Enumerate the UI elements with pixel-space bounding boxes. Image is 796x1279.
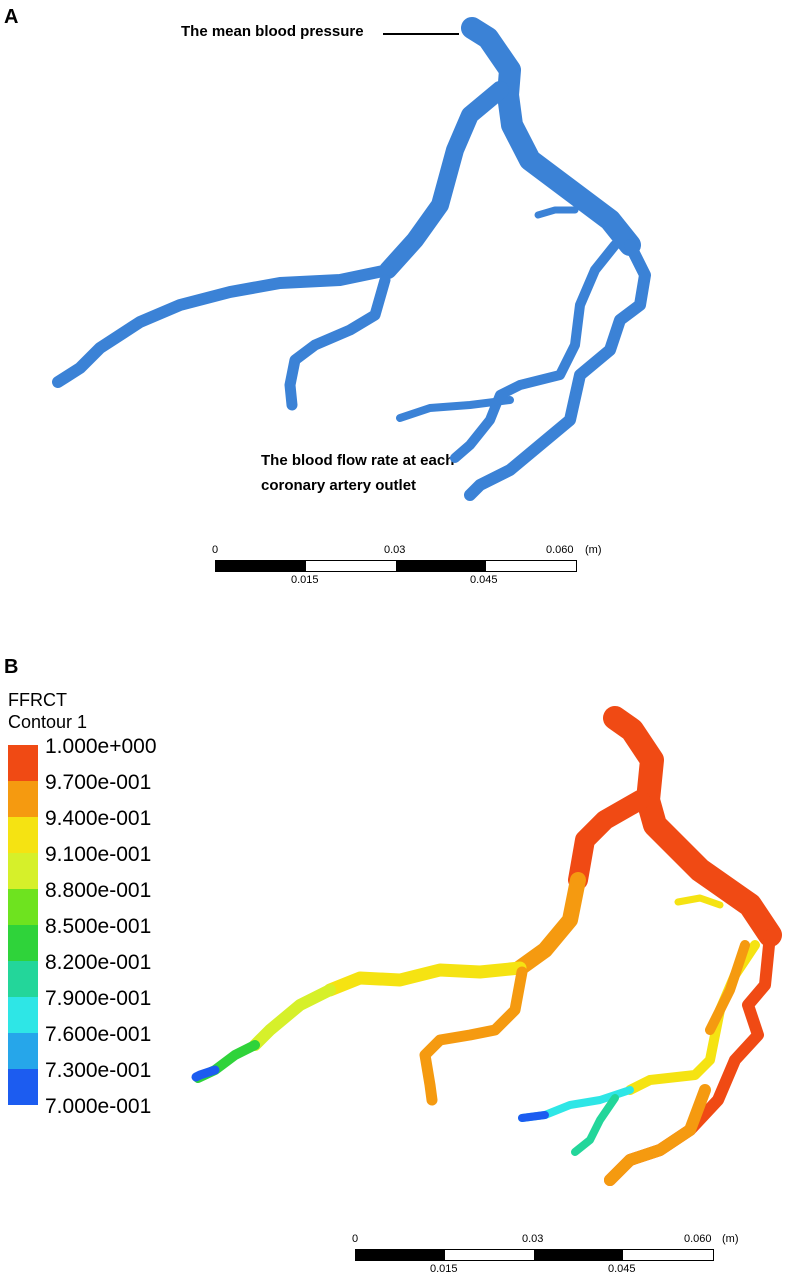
scale-a-tick-0: 0 xyxy=(212,544,219,556)
scale-bar-a xyxy=(215,560,577,572)
legend-label: 8.800e-001 xyxy=(45,879,152,902)
flow-annotation-line1: The blood flow rate at each xyxy=(261,452,455,469)
scale-b-tick-003: 0.03 xyxy=(522,1233,544,1245)
scale-b-tick-0060: 0.060 xyxy=(684,1233,712,1245)
flow-annotation-line2: coronary artery outlet xyxy=(261,477,417,494)
legend-label: 9.700e-001 xyxy=(45,771,152,794)
legend-swatch xyxy=(8,925,38,961)
legend-label: 9.100e-001 xyxy=(45,843,152,866)
legend-swatch xyxy=(8,817,38,853)
legend-swatch xyxy=(8,961,38,997)
scale-b-tick-0045: 0.045 xyxy=(608,1263,636,1275)
panel-b-letter: B xyxy=(4,656,19,678)
legend-swatch xyxy=(8,889,38,925)
legend-title: FFRCT xyxy=(8,690,67,710)
legend-label: 7.300e-001 xyxy=(45,1059,152,1082)
legend-label: 9.400e-001 xyxy=(45,807,152,830)
legend-swatch xyxy=(8,1069,38,1105)
legend-swatch xyxy=(8,1033,38,1069)
legend-subtitle: Contour 1 xyxy=(8,712,88,732)
legend-label: 7.000e-001 xyxy=(45,1095,152,1118)
legend-label: 8.200e-001 xyxy=(45,951,152,974)
legend-swatch xyxy=(8,853,38,889)
scale-bar-b xyxy=(355,1249,714,1261)
scale-a-unit: (m) xyxy=(585,544,602,556)
scale-b-unit: (m) xyxy=(722,1233,739,1245)
scale-a-tick-0045: 0.045 xyxy=(470,574,498,586)
scale-b-tick-0015: 0.015 xyxy=(430,1263,458,1275)
legend-label: 1.000e+000 xyxy=(45,735,157,758)
panel-a-letter: A xyxy=(4,6,19,28)
legend-swatch xyxy=(8,997,38,1033)
scale-a-tick-0060: 0.060 xyxy=(546,544,574,556)
scale-a-tick-003: 0.03 xyxy=(384,544,406,556)
legend-label: 7.900e-001 xyxy=(45,987,152,1010)
legend-swatch xyxy=(8,781,38,817)
legend-colorbar xyxy=(8,745,38,1105)
scale-b-tick-0: 0 xyxy=(352,1233,359,1245)
scale-a-tick-0015: 0.015 xyxy=(291,574,319,586)
legend-label: 8.500e-001 xyxy=(45,915,152,938)
pressure-annotation: The mean blood pressure xyxy=(181,23,364,40)
legend-swatch xyxy=(8,745,38,781)
legend-label: 7.600e-001 xyxy=(45,1023,152,1046)
artery-tree-b xyxy=(191,706,782,1186)
artery-tree-a xyxy=(52,17,651,501)
